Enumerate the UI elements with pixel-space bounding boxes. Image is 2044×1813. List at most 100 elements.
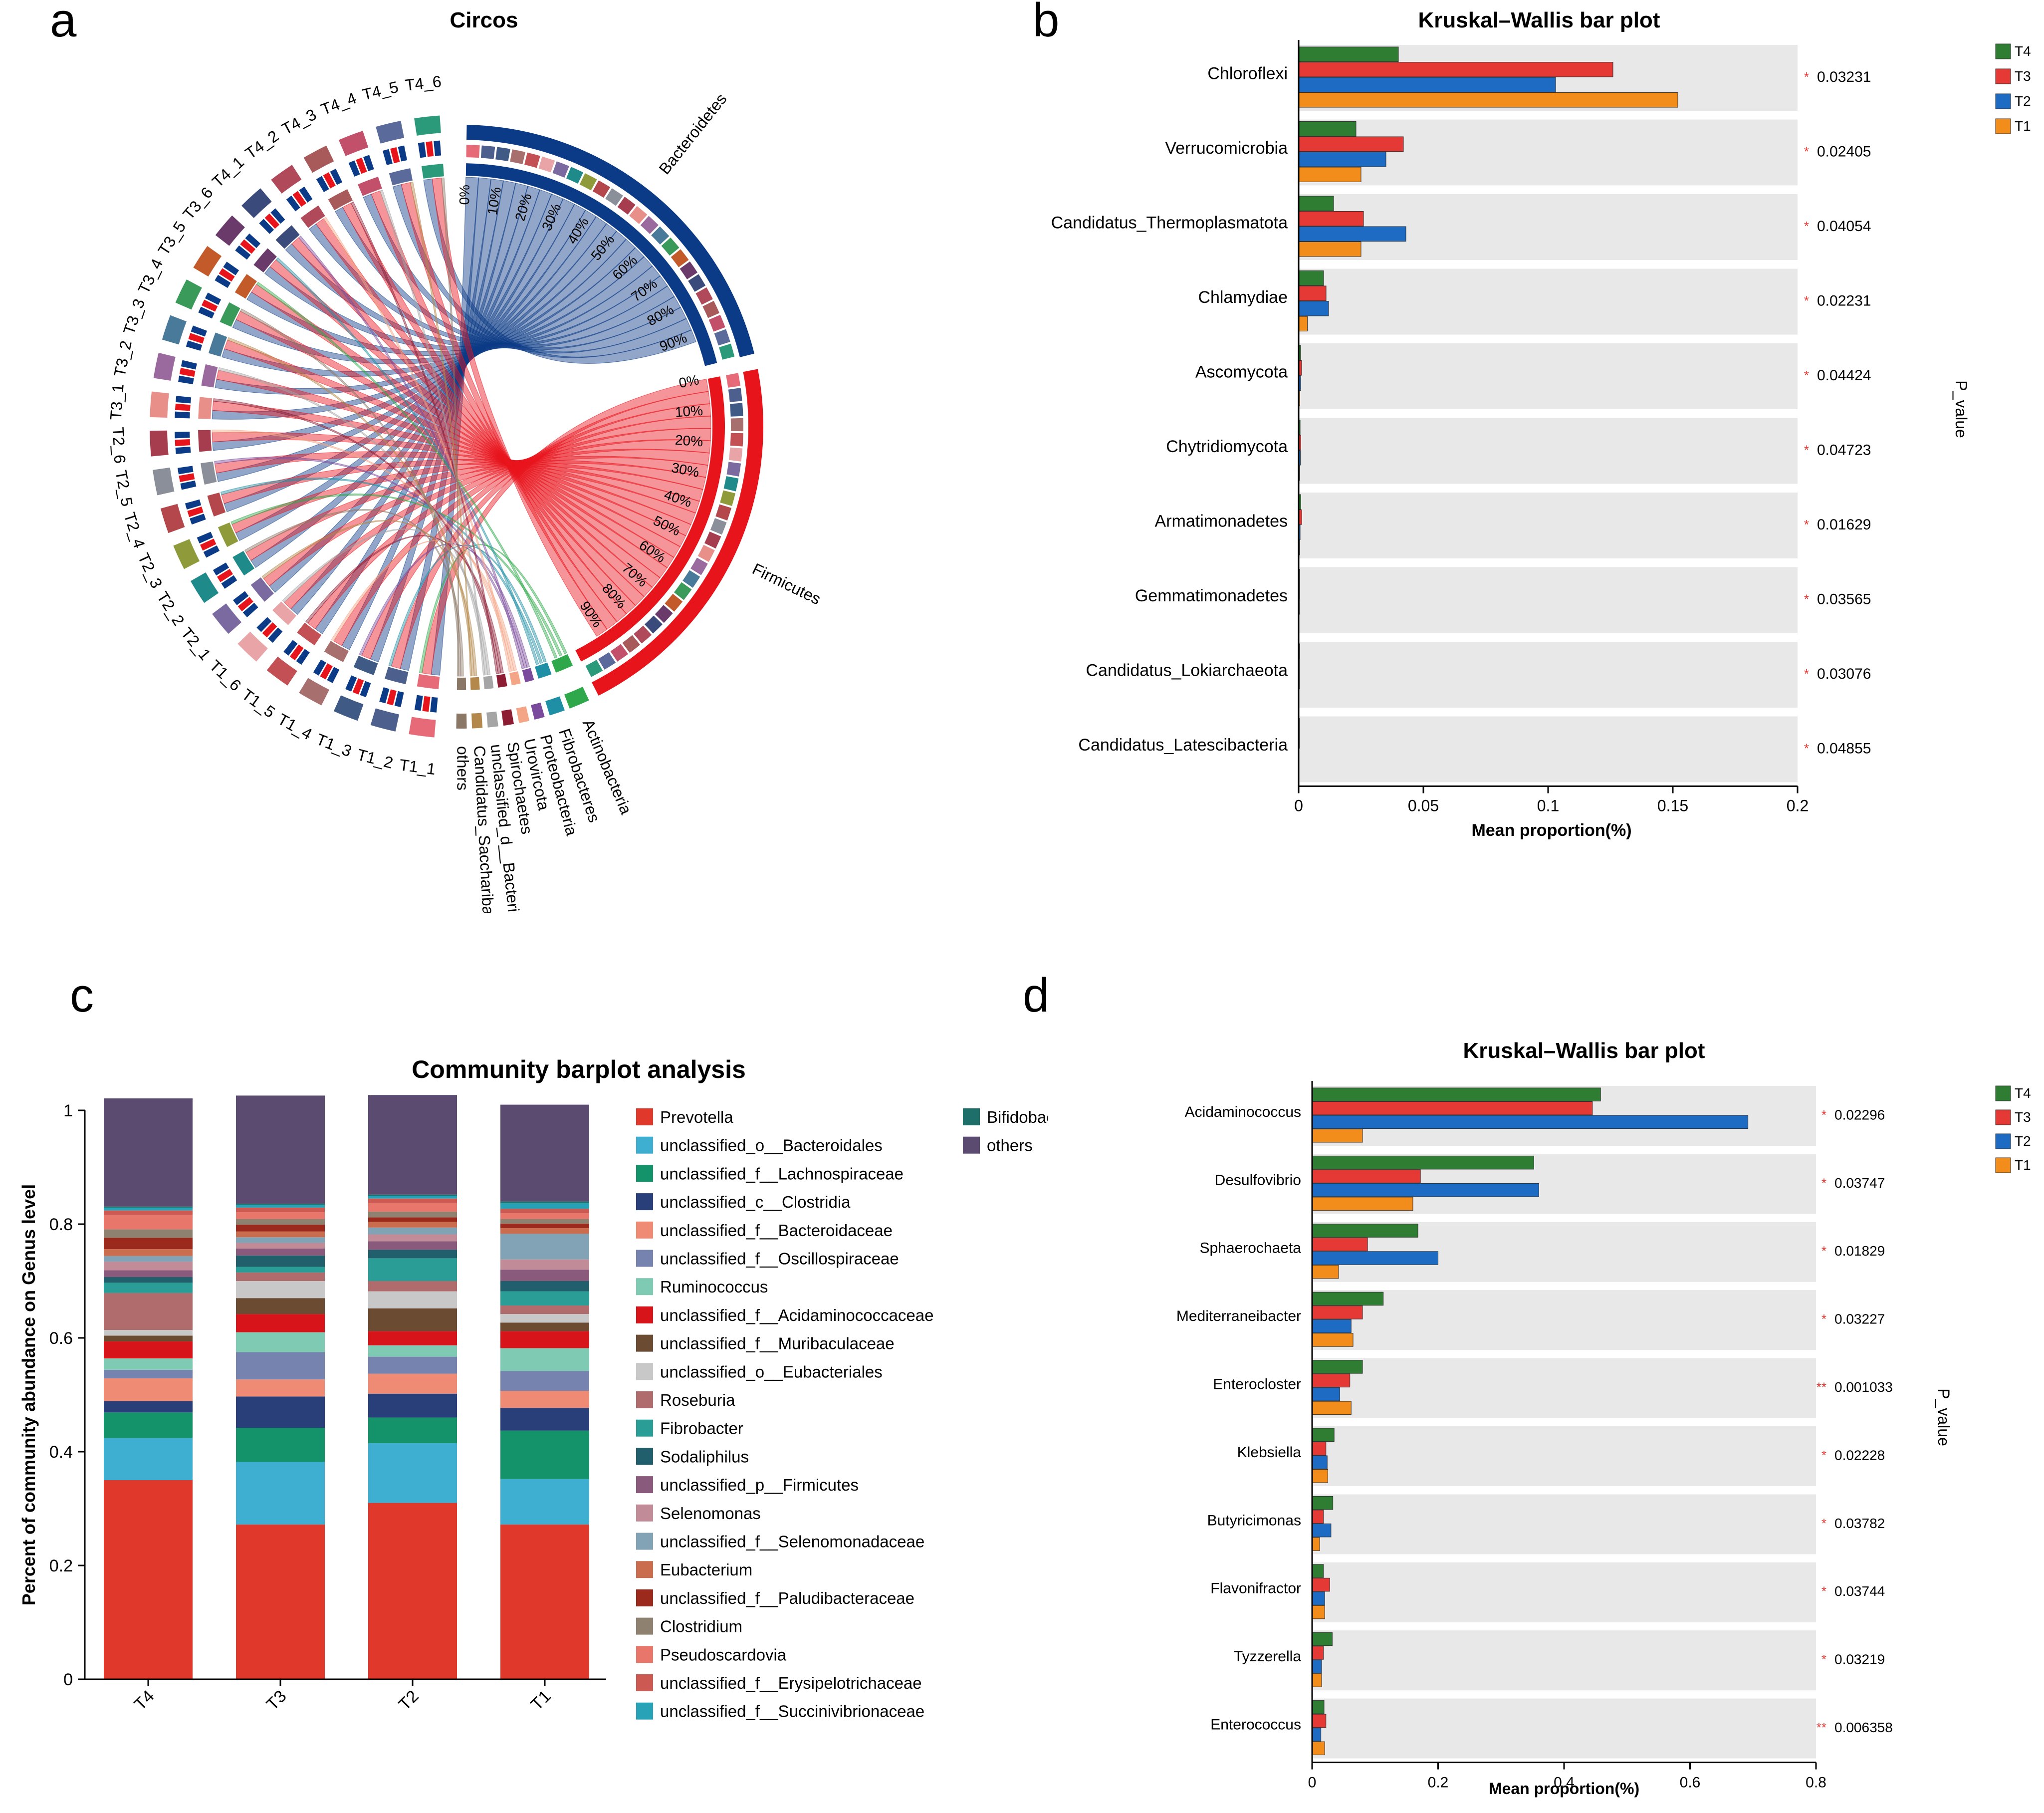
sample-arc-outer-t4-3 (303, 145, 334, 173)
bar-chloroflexi-t4 (1298, 46, 1399, 62)
stacked-bars (104, 1095, 589, 1679)
phylum-sample-segment (715, 504, 732, 520)
phylum-sample-segment (592, 180, 611, 198)
sample-label-t2-3: T2_3 (134, 550, 166, 591)
significance-butyricimonas: * (1821, 1516, 1826, 1531)
chord-t2-5-bacteroidetes (216, 210, 597, 482)
sample-arc-middle-t3-5 (223, 261, 239, 275)
bar-segment-t1-pseudoscardovia (500, 1213, 589, 1219)
bar-segment-t3-unclassified-p-firmicutes (236, 1249, 325, 1256)
bar-enterocloster-t4 (1312, 1360, 1363, 1374)
bar-segment-t3-unclassified-o-bacteroidales (236, 1462, 325, 1525)
sample-label-t3-4: T3_4 (134, 256, 166, 296)
kw-genus-title: Kruskal–Wallis bar plot (1463, 1038, 1705, 1063)
row-bg-enterococcus (1312, 1698, 1816, 1759)
p-value-candidatus-thermoplasmatota: 0.04054 (1817, 218, 1871, 235)
significance-ascomycota: * (1804, 368, 1809, 383)
chord-t1-4-bacteroidetes (341, 180, 516, 650)
bar-segment-t2-sodaliphilus (368, 1250, 457, 1259)
bar-tyzzerella-t4 (1312, 1632, 1333, 1646)
legend-label-unclassified-f-acidaminococcaceae: unclassified_f__Acidaminococcaceae (660, 1306, 934, 1324)
sample-arc-outer-t4-6 (414, 115, 441, 136)
bar-segment-t3-eubacterium (236, 1231, 325, 1238)
chord-t4-3-spirochaetes (350, 201, 499, 674)
phylum-arc-outer-firmicutes (592, 369, 763, 696)
bar-segment-t3-roseburia (236, 1272, 325, 1281)
phylum-sample-segment (634, 625, 652, 644)
legend-label-unclassified-f-paludibacteraceae: unclassified_f__Paludibacteraceae (660, 1589, 914, 1607)
bar-segment-t4-prevotella (104, 1480, 193, 1679)
bar-chloroflexi-t1 (1298, 92, 1678, 108)
bar-chlamydiae-t2 (1298, 301, 1329, 316)
chord-t2-2-firmicutes (245, 456, 708, 561)
sample-arc-middle-t4-1 (270, 208, 285, 224)
bar-verrucomicrobia-t2 (1298, 152, 1386, 167)
sample-label-t2-5: T2_5 (112, 469, 136, 508)
chord-t1-2-bacteroidetes (400, 177, 492, 671)
bar-segment-t1-unclassified-f-erysipelotrichaceae (500, 1209, 589, 1214)
phylum-sample-segment (710, 518, 727, 535)
sample-arc-middle-t1-5 (283, 640, 298, 656)
sample-arc-outer-t1-4 (299, 678, 330, 706)
chord-t4-5-candidatus-saccharibacteria (410, 181, 472, 677)
chord-t3-1-firmicutes (212, 401, 691, 536)
chord-t4-3-firmicutes (342, 203, 636, 615)
bar-segment-t1-ruminococcus (500, 1348, 589, 1371)
sample-arc-outer-t3-5 (193, 246, 222, 277)
phylum-arc-outer-others (456, 713, 467, 729)
sample-arc-middle-t2-6 (175, 439, 191, 447)
phylum-sample-segment (598, 652, 616, 670)
bar-chlamydiae-t3 (1298, 285, 1327, 301)
chord-t4-6-bacteroidetes (423, 178, 696, 364)
p-value-candidatus-latescibacteria: 0.04855 (1817, 740, 1871, 757)
sample-label-t3-3: T3_3 (120, 296, 148, 337)
sample-arc-middle-t3-3 (191, 325, 207, 337)
sample-arc-middle-t1-6 (268, 627, 283, 643)
sample-arc-middle-t3-6 (235, 245, 251, 260)
chord-t2-1-bacteroidetes (269, 189, 552, 593)
legend-swatch-roseburia (636, 1391, 653, 1408)
sample-arc-middle-t3-3 (188, 333, 205, 344)
sample-arc-middle-t2-3 (203, 545, 220, 558)
sample-arc-inner-t1-1 (417, 674, 440, 689)
bar-candidatus-thermoplasmatota-t2 (1298, 226, 1406, 242)
bar-acidaminococcus-t2 (1312, 1115, 1749, 1129)
legend-swatch-prevotella (636, 1108, 653, 1125)
sample-arc-middle-t3-2 (179, 368, 196, 377)
bar-segment-t1-roseburia (500, 1305, 589, 1314)
phylum-arc-inner-fibrobacteres (535, 662, 552, 679)
x-tick-label-t2: T2 (395, 1687, 423, 1714)
sample-label-t1-6: T1_6 (206, 656, 245, 694)
sample-arc-middle-t3-5 (215, 274, 231, 288)
phylum-sample-segment (480, 145, 495, 159)
circos-title: Circos (450, 8, 518, 32)
x-tick-label-t3: T3 (263, 1687, 290, 1714)
bar-acidaminococcus-t1 (1312, 1129, 1363, 1143)
sample-arc-outer-t3-1 (150, 391, 169, 418)
sample-arc-outer-t3-3 (162, 315, 187, 345)
bar-mediterraneibacter-t4 (1312, 1292, 1384, 1306)
phylum-arc-inner-others (456, 677, 466, 691)
sample-arc-middle-t2-2 (213, 562, 229, 576)
chord-t4-6-others (441, 177, 459, 677)
legend-label-unclassified-f-bacteroidaceae: unclassified_f__Bacteroidaceae (660, 1221, 893, 1240)
legend-label-t1: T1 (2015, 118, 2031, 134)
legend: T4 T3 T2 T1 (1995, 43, 2031, 134)
sample-arc-outer-t1-3 (333, 695, 364, 721)
chord-t4-4-unclassified-d-bacteria (379, 190, 485, 676)
sample-arc-middle-t3-2 (178, 375, 194, 384)
phylum-sample-segment (704, 531, 721, 549)
bar-candidatus-thermoplasmatota-t3 (1298, 211, 1364, 227)
bar-segment-t1-unclassified-f-succinivibrionaceae (500, 1203, 589, 1209)
legend-label-bifidobacterium: Bifidobacterium (987, 1108, 1048, 1126)
legend-label-t4: T4 (2015, 43, 2031, 59)
legend-swatch-fibrobacter (636, 1419, 653, 1437)
bar-segment-t3-clostridium (236, 1219, 325, 1225)
x-tick-label: 0.15 (1657, 797, 1688, 815)
bar-mediterraneibacter-t2 (1312, 1319, 1352, 1333)
p-value-candidatus-lokiarchaeota: 0.03076 (1817, 666, 1871, 682)
sample-arc-inner-t2-2 (232, 550, 254, 576)
sample-arc-middle-t1-3 (345, 675, 357, 692)
sample-arc-middle-t2-3 (200, 538, 217, 551)
legend-label-unclassified-p-firmicutes: unclassified_p__Firmicutes (660, 1476, 859, 1494)
